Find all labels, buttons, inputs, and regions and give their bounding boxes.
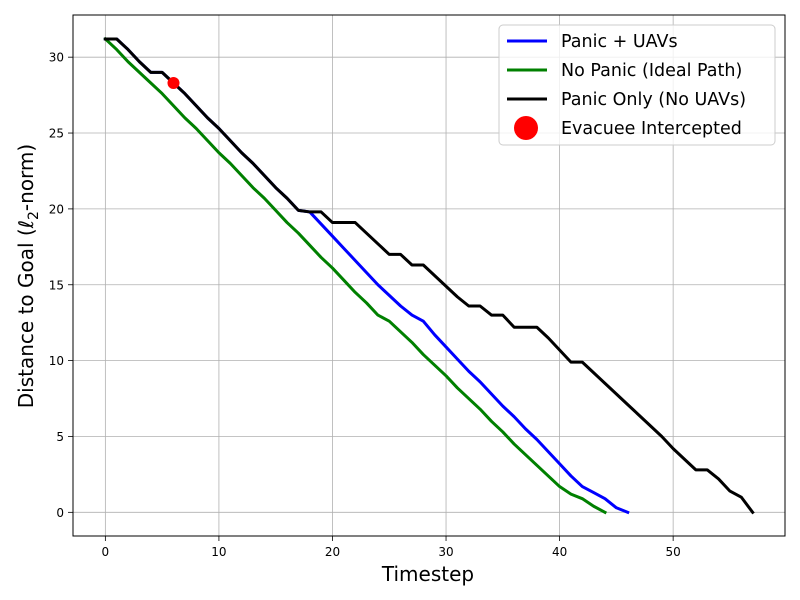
legend-label: Panic + UAVs: [561, 32, 678, 52]
series-line-3: [103, 37, 755, 515]
legend-label: Panic Only (No UAVs): [561, 90, 746, 110]
x-tick-label: 10: [211, 545, 226, 559]
x-tick-label: 30: [438, 545, 453, 559]
x-ticks: 0 10 20 30 40 50: [102, 536, 681, 559]
series-line-2: [103, 36, 608, 515]
y-axis-label-post: -norm): [14, 144, 38, 211]
legend-label: Evacuee Intercepted: [561, 119, 742, 139]
y-axis-label-pre: Distance to Goal (: [14, 228, 38, 408]
x-tick-label: 0: [102, 545, 110, 559]
x-axis-label: Timestep: [381, 562, 474, 586]
y-tick-label: 15: [49, 278, 64, 292]
y-tick-label: 10: [49, 354, 64, 368]
x-tick-label: 40: [552, 545, 567, 559]
intercept-marker: [167, 76, 180, 89]
y-tick-label: 25: [49, 127, 64, 141]
axes-frame: [72, 14, 786, 537]
y-tick-label: 5: [56, 430, 64, 444]
y-tick-label: 20: [49, 202, 64, 216]
x-tick-label: 50: [666, 545, 681, 559]
legend-label: No Panic (Ideal Path): [561, 61, 742, 81]
legend-box: [498, 24, 776, 146]
y-tick-label: 30: [49, 51, 64, 65]
y-axis-label-ell: ℓ: [14, 220, 38, 229]
y-axis-label: Distance to Goal (ℓ2-norm): [14, 144, 42, 408]
legend: Panic + UAVs No Panic (Ideal Path) Panic O…: [498, 24, 776, 146]
y-axis-label-sub: 2: [26, 211, 42, 220]
markers: [167, 76, 180, 89]
y-ticks: 0 5 10 15 20 25 30: [49, 51, 73, 520]
y-tick-label: 0: [56, 506, 64, 520]
legend-swatch-dot: [514, 116, 538, 140]
x-tick-label: 20: [325, 545, 340, 559]
series-lines: [103, 36, 755, 515]
